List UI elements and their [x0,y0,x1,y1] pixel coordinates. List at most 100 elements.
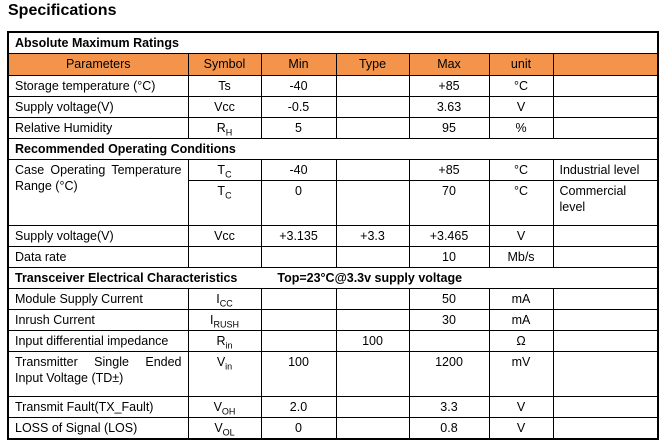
symbol-cell: ICC [187,288,262,310]
param-cell: LOSS of Signal (LOS) [7,417,189,440]
max-cell: +3.465 [408,225,490,247]
type-cell [335,351,410,397]
max-cell: 50 [408,288,490,310]
param-cell: Supply voltage(V) [7,96,189,118]
min-cell: 2.0 [260,396,337,418]
symbol-cell: IRUSH [187,309,262,331]
note-cell [552,96,659,118]
note-cell [552,75,659,97]
param-cell: Inrush Current [7,309,189,331]
min-cell: 0 [260,180,337,226]
table-row: Relative Humidity RH 5 95% [7,117,659,139]
column-header-blank [552,53,659,76]
max-cell: 3.63 [408,96,490,118]
section-header-cell: Transceiver Electrical Characteristics To… [7,267,659,289]
symbol-cell: TC [187,159,262,181]
column-header-type: Type [335,53,410,76]
page-title: Specifications [8,2,117,19]
symbol-cell: Ts [187,75,262,97]
unit-cell: °C [488,159,554,181]
symbol-base: Ts [218,79,231,93]
symbol-cell: TC [187,180,262,226]
symbol-subscript: OH [221,406,236,417]
column-header-symbol: Symbol [187,53,262,76]
min-cell: 0 [260,417,337,440]
symbol-subscript: OL [222,427,235,438]
table-row: LOSS of Signal (LOS) VOL 0 0.8 V [7,417,659,440]
max-cell: 10 [408,246,490,268]
column-header-unit: unit [488,53,554,76]
param-cell: Input differential impedance [7,330,189,352]
param-cell: Relative Humidity [7,117,189,139]
param-cell: Transmit Fault(TX_Fault) [7,396,189,418]
type-cell: +3.3 [335,225,410,247]
unit-cell: V [488,396,554,418]
symbol-cell: Vcc [187,96,262,118]
section-row: Recommended Operating Conditions [7,138,659,160]
section-row: Transceiver Electrical Characteristics To… [7,267,659,289]
type-cell [335,288,410,310]
symbol-cell: Rin [187,330,262,352]
section-title: Absolute Maximum Ratings [15,36,179,50]
min-cell [260,330,337,352]
max-cell: 30 [408,309,490,331]
section-condition-note: Top=23°C@3.3v supply voltage [277,271,463,285]
symbol-subscript: C [225,169,232,180]
type-cell [335,117,410,139]
type-cell [335,396,410,418]
type-cell: 100 [335,330,410,352]
unit-cell: V [488,96,554,118]
symbol-base: V [213,400,222,414]
table-row: Case Operating Temperature Range (°C) TC -… [7,159,659,226]
column-header-parameters: Parameters [7,53,189,76]
param-cell: Transmitter Single Ended Input Voltage (… [7,351,189,397]
param-cell: Data rate [7,246,189,268]
type-cell [335,75,410,97]
symbol-subscript: RUSH [213,319,239,330]
param-cell: Case Operating Temperature Range (°C) [7,159,189,226]
min-cell: 5 [260,117,337,139]
param-cell: Module Supply Current [7,288,189,310]
min-cell [260,288,337,310]
table-row: Data rate 10 Mb/s [7,246,659,268]
type-cell [335,417,410,440]
symbol-subscript: CC [219,298,233,309]
unit-cell: mA [488,309,554,331]
column-header-max: Max [408,53,490,76]
unit-cell: mV [488,351,554,397]
symbol-base: V [216,355,226,369]
param-cell: Supply voltage(V) [7,225,189,247]
note-cell: Industrial level [552,159,659,181]
min-cell: +3.135 [260,225,337,247]
symbol-base: I [210,313,214,327]
symbol-base: I [216,292,220,306]
table-row: TC 0 70 °C Commercial level [8,180,659,226]
symbol-subscript: C [225,190,232,201]
symbol-base: Vcc [214,229,235,243]
min-cell: -0.5 [260,96,337,118]
note-cell [552,309,659,331]
table-row: Transmit Fault(TX_Fault) VOH 2.0 3.3 V [7,396,659,418]
symbol-cell [187,246,262,268]
symbol-cell: Vin [187,351,262,397]
symbol-cell: RH [187,117,262,139]
unit-cell: Mb/s [488,246,554,268]
type-cell [335,159,410,181]
note-cell [552,117,659,139]
symbol-subscript: in [225,361,233,372]
table-row: Storage temperature (°C) Ts -40 +85 °C [7,75,659,97]
section-header-cell: Recommended Operating Conditions [7,138,659,160]
section-title: Recommended Operating Conditions [15,142,236,156]
max-cell: 70 [408,180,490,226]
max-cell: 1200 [408,351,490,397]
max-cell: 0.8 [408,417,490,440]
note-cell [552,288,659,310]
type-cell [335,180,410,226]
note-cell [552,225,659,247]
table-row: Transmitter Single Ended Input Voltage (… [7,351,659,397]
symbol-base: Vcc [214,100,235,114]
unit-cell: % [488,117,554,139]
section-row: Absolute Maximum Ratings [7,31,659,54]
symbol-base: T [217,184,226,198]
note-cell: Commercial level [552,180,659,226]
